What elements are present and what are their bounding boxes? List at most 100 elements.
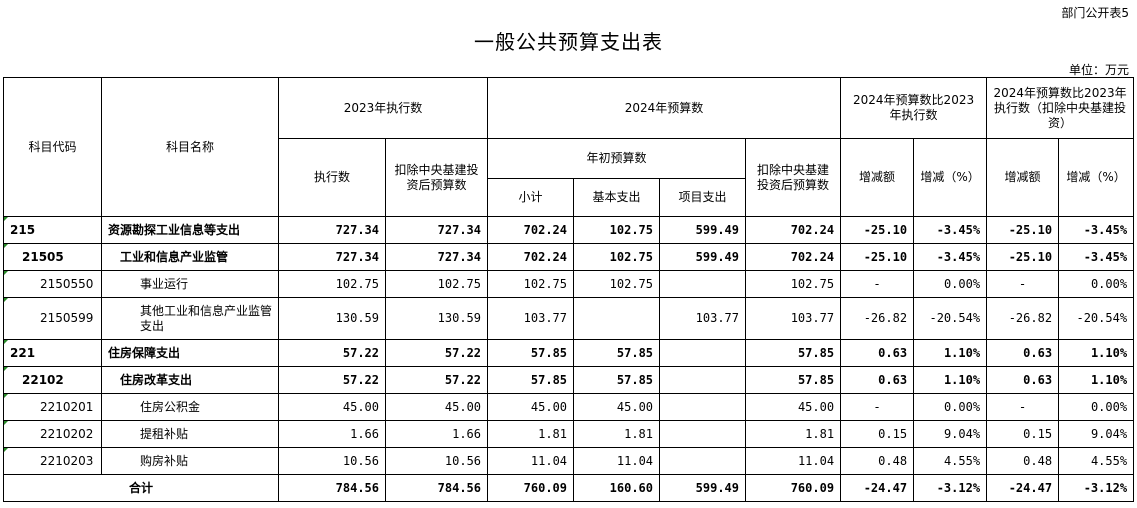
row-exec-excl: 57.22 <box>384 339 489 367</box>
row-budget-excl: 45.00 <box>745 393 842 421</box>
row-project <box>659 270 747 298</box>
row-inc-pct: -3.45% <box>913 243 988 271</box>
table-row: 2210203 购房补贴 10.56 10.56 11.04 11.04 11.… <box>3 447 1135 475</box>
row-code: 2150599 <box>3 297 102 340</box>
row-inc-pct-2: 1.10% <box>1058 339 1135 367</box>
total-exec-excl: 784.56 <box>384 474 489 502</box>
row-inc-pct: 9.04% <box>913 420 988 448</box>
row-inc-amt: 0.63 <box>840 339 915 367</box>
row-inc-pct: 1.10% <box>913 339 988 367</box>
row-budget-excl: 102.75 <box>745 270 842 298</box>
row-inc-amt-2: 0.63 <box>986 339 1060 367</box>
header-compare: 2024年预算数比2023年执行数 <box>840 77 988 139</box>
row-exec-excl: 1.66 <box>384 420 489 448</box>
row-code: 221 <box>3 339 102 367</box>
row-inc-pct-2: 0.00% <box>1058 393 1135 421</box>
header-project: 项目支出 <box>659 178 747 217</box>
row-inc-pct: 1.10% <box>913 366 988 394</box>
row-inc-pct-2: -20.54% <box>1058 297 1135 340</box>
row-budget-excl: 57.85 <box>745 339 842 367</box>
row-exec: 57.22 <box>278 339 386 367</box>
table-row: 2210202 提租补贴 1.66 1.66 1.81 1.81 1.81 0.… <box>3 420 1135 448</box>
row-exec-excl: 45.00 <box>384 393 489 421</box>
row-exec-excl: 727.34 <box>384 243 489 271</box>
row-inc-amt-2: - <box>986 270 1060 298</box>
row-project: 599.49 <box>659 216 747 244</box>
header-initial-budget: 年初预算数 <box>487 138 747 179</box>
row-exec: 45.00 <box>278 393 386 421</box>
row-budget-excl: 1.81 <box>745 420 842 448</box>
row-inc-amt: 0.63 <box>840 366 915 394</box>
row-exec-excl: 727.34 <box>384 216 489 244</box>
row-name: 工业和信息产业监管 <box>101 243 279 271</box>
row-inc-amt: 0.48 <box>840 447 915 475</box>
row-basic: 102.75 <box>573 216 661 244</box>
row-subtotal: 57.85 <box>487 366 575 394</box>
header-inc-pct-2: 增减（%） <box>1058 138 1135 217</box>
row-project <box>659 366 747 394</box>
row-basic <box>573 297 661 340</box>
total-basic: 160.60 <box>573 474 661 502</box>
row-basic: 45.00 <box>573 393 661 421</box>
row-exec-excl: 130.59 <box>384 297 489 340</box>
row-subtotal: 57.85 <box>487 339 575 367</box>
row-inc-pct: 0.00% <box>913 393 988 421</box>
total-project: 599.49 <box>659 474 747 502</box>
row-name: 事业运行 <box>101 270 279 298</box>
row-project <box>659 447 747 475</box>
header-exec-excl: 扣除中央基建投资后预算数 <box>384 138 489 217</box>
row-name: 其他工业和信息产业监管支出 <box>101 297 279 340</box>
table-number-label: 部门公开表5 <box>1061 6 1129 20</box>
row-code: 21505 <box>3 243 102 271</box>
header-inc-amt: 增减额 <box>840 138 915 217</box>
row-budget-excl: 57.85 <box>745 366 842 394</box>
row-code: 2150550 <box>3 270 102 298</box>
row-name: 提租补贴 <box>101 420 279 448</box>
table-row: 215 资源勘探工业信息等支出 727.34 727.34 702.24 102… <box>3 216 1135 244</box>
table-row: 2210201 住房公积金 45.00 45.00 45.00 45.00 45… <box>3 393 1135 421</box>
header-basic: 基本支出 <box>573 178 661 217</box>
row-inc-amt: - <box>840 393 915 421</box>
row-basic: 57.85 <box>573 366 661 394</box>
row-subtotal: 702.24 <box>487 216 575 244</box>
row-inc-amt-2: -26.82 <box>986 297 1060 340</box>
table-row: 221 住房保障支出 57.22 57.22 57.85 57.85 57.85… <box>3 339 1135 367</box>
row-inc-pct: -3.45% <box>913 216 988 244</box>
page-title: 一般公共预算支出表 <box>474 30 663 54</box>
total-inc-amt-2: -24.47 <box>986 474 1060 502</box>
row-code: 2210203 <box>3 447 102 475</box>
row-budget-excl: 702.24 <box>745 243 842 271</box>
row-subtotal: 45.00 <box>487 393 575 421</box>
row-inc-pct: 4.55% <box>913 447 988 475</box>
row-inc-pct-2: 4.55% <box>1058 447 1135 475</box>
row-inc-pct: 0.00% <box>913 270 988 298</box>
row-name: 购房补贴 <box>101 447 279 475</box>
header-inc-pct: 增减（%） <box>913 138 988 217</box>
header-subtotal: 小计 <box>487 178 575 217</box>
row-basic: 1.81 <box>573 420 661 448</box>
row-code: 2210202 <box>3 420 102 448</box>
unit-label: 单位：万元 <box>1068 63 1129 77</box>
row-basic: 11.04 <box>573 447 661 475</box>
total-label: 合计 <box>3 474 279 502</box>
row-project: 103.77 <box>659 297 747 340</box>
row-inc-amt: -26.82 <box>840 297 915 340</box>
row-subtotal: 11.04 <box>487 447 575 475</box>
row-name: 资源勘探工业信息等支出 <box>101 216 279 244</box>
row-exec: 10.56 <box>278 447 386 475</box>
header-exec: 执行数 <box>278 138 386 217</box>
row-exec-excl: 57.22 <box>384 366 489 394</box>
table-row: 2150599 其他工业和信息产业监管支出 130.59 130.59 103.… <box>3 297 1135 340</box>
row-exec-excl: 10.56 <box>384 447 489 475</box>
row-basic: 102.75 <box>573 270 661 298</box>
row-project <box>659 339 747 367</box>
row-inc-pct-2: 0.00% <box>1058 270 1135 298</box>
row-project: 599.49 <box>659 243 747 271</box>
total-subtotal: 760.09 <box>487 474 575 502</box>
row-exec: 130.59 <box>278 297 386 340</box>
budget-expenditure-table: 科目代码 科目名称 2023年执行数 2024年预算数 2024年预算数比202… <box>3 77 1135 502</box>
row-inc-pct-2: 9.04% <box>1058 420 1135 448</box>
header-budget-2024: 2024年预算数 <box>487 77 842 139</box>
row-exec-excl: 102.75 <box>384 270 489 298</box>
row-inc-amt-2: 0.48 <box>986 447 1060 475</box>
